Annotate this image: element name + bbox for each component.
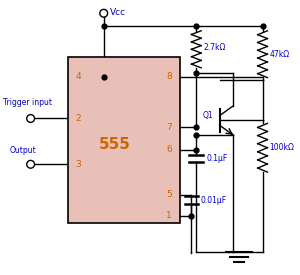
Text: 555: 555 bbox=[99, 138, 131, 152]
Text: 1: 1 bbox=[166, 211, 172, 221]
Text: Q1: Q1 bbox=[202, 111, 213, 120]
Text: Vcc: Vcc bbox=[110, 8, 126, 17]
Text: 0.1μF: 0.1μF bbox=[206, 154, 227, 163]
Text: 5: 5 bbox=[166, 190, 172, 199]
Text: Trigger input: Trigger input bbox=[3, 98, 52, 108]
Text: 47kΩ: 47kΩ bbox=[269, 50, 290, 59]
Text: 4: 4 bbox=[76, 72, 81, 81]
Text: 2: 2 bbox=[76, 114, 81, 123]
Text: 2.7kΩ: 2.7kΩ bbox=[203, 43, 226, 52]
Text: 8: 8 bbox=[166, 72, 172, 81]
Text: 6: 6 bbox=[166, 145, 172, 154]
Text: 100kΩ: 100kΩ bbox=[269, 143, 294, 152]
Bar bbox=[68, 57, 180, 223]
Text: 3: 3 bbox=[76, 160, 81, 169]
Text: 0.01μF: 0.01μF bbox=[200, 196, 226, 205]
Text: Output: Output bbox=[9, 146, 36, 155]
Text: 7: 7 bbox=[166, 123, 172, 132]
